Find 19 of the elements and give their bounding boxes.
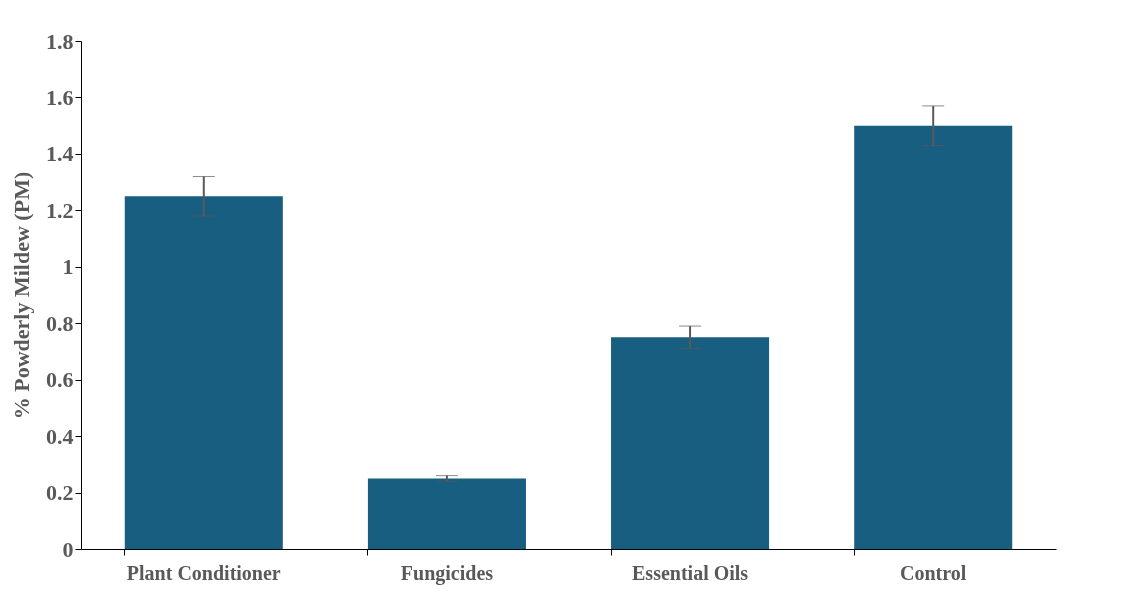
x-tick-label: Essential Oils: [632, 561, 749, 584]
x-tick-label: Plant Conditioner: [126, 561, 281, 584]
y-tick-label: 0.2: [46, 480, 74, 506]
x-tick-label: Fungicides: [400, 561, 494, 585]
y-axis-title: % Powderly Mildew (PM): [9, 171, 34, 420]
bar: [124, 196, 283, 549]
y-tick-label: 0: [62, 536, 74, 562]
bar: [854, 125, 1013, 549]
y-tick-label: 1.2: [46, 197, 74, 223]
x-tick-label: Control: [900, 561, 967, 584]
y-tick-label: 1.4: [46, 141, 74, 167]
y-tick-label: 1.8: [46, 28, 74, 54]
y-tick-label: 1.6: [46, 84, 74, 110]
y-tick-label: 0.8: [46, 310, 74, 336]
y-tick-label: 0.4: [46, 423, 74, 449]
bar: [367, 478, 526, 549]
bar: [611, 337, 770, 549]
y-tick-label: 1: [62, 254, 74, 280]
y-tick-label: 0.6: [46, 367, 74, 393]
